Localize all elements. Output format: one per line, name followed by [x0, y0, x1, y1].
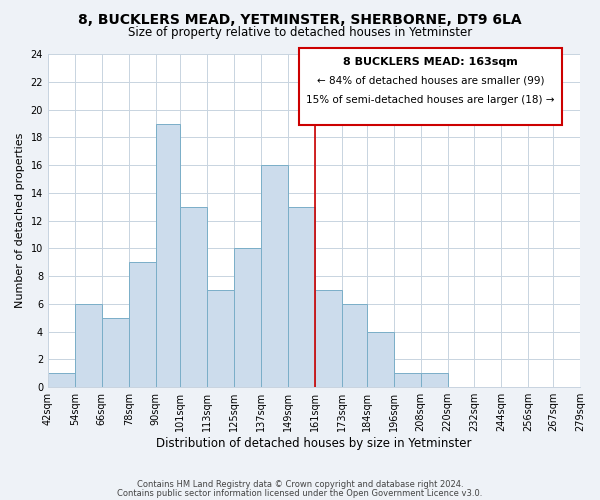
Bar [261, 165, 288, 387]
Text: Contains public sector information licensed under the Open Government Licence v3: Contains public sector information licen… [118, 489, 482, 498]
Bar [315, 290, 342, 387]
X-axis label: Distribution of detached houses by size in Yetminster: Distribution of detached houses by size … [156, 437, 472, 450]
Text: Size of property relative to detached houses in Yetminster: Size of property relative to detached ho… [128, 26, 472, 39]
Text: 8, BUCKLERS MEAD, YETMINSTER, SHERBORNE, DT9 6LA: 8, BUCKLERS MEAD, YETMINSTER, SHERBORNE,… [78, 12, 522, 26]
Y-axis label: Number of detached properties: Number of detached properties [15, 133, 25, 308]
Bar [394, 374, 421, 387]
Bar [48, 374, 75, 387]
Bar [155, 124, 181, 387]
Bar [234, 248, 261, 387]
Text: 15% of semi-detached houses are larger (18) →: 15% of semi-detached houses are larger (… [307, 95, 555, 105]
Bar [342, 304, 367, 387]
Bar [102, 318, 129, 387]
Bar [181, 207, 208, 387]
FancyBboxPatch shape [299, 48, 562, 126]
Bar [208, 290, 234, 387]
Text: Contains HM Land Registry data © Crown copyright and database right 2024.: Contains HM Land Registry data © Crown c… [137, 480, 463, 489]
Text: ← 84% of detached houses are smaller (99): ← 84% of detached houses are smaller (99… [317, 75, 544, 85]
Bar [75, 304, 102, 387]
Bar [129, 262, 155, 387]
Text: 8 BUCKLERS MEAD: 163sqm: 8 BUCKLERS MEAD: 163sqm [343, 56, 518, 66]
Bar [288, 207, 315, 387]
Bar [367, 332, 394, 387]
Bar [421, 374, 448, 387]
